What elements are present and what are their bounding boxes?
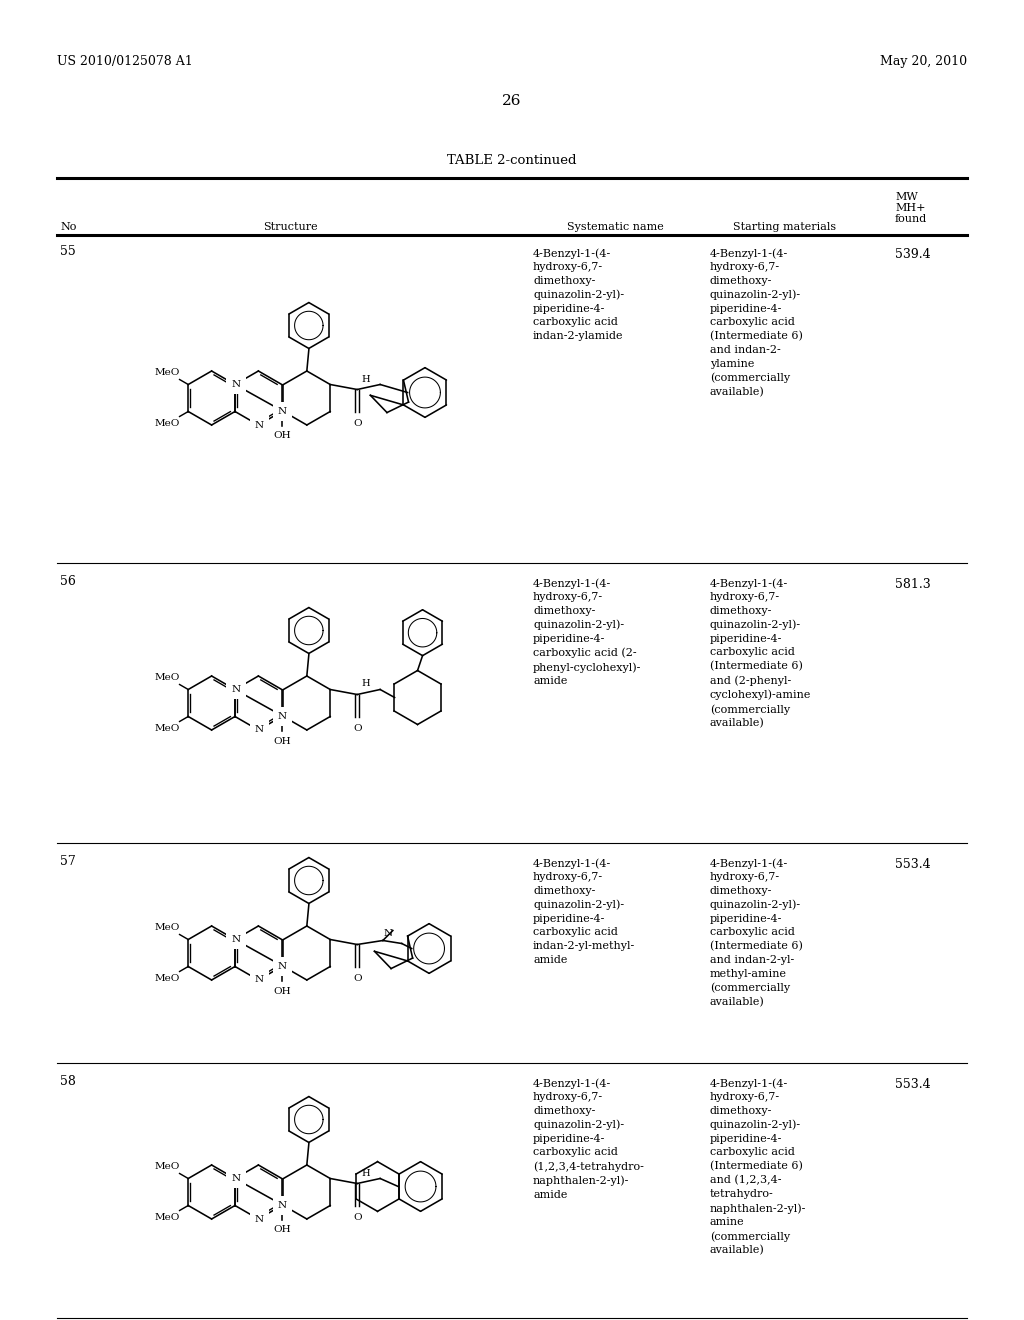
Text: N: N bbox=[278, 962, 287, 972]
Text: 553.4: 553.4 bbox=[895, 858, 931, 871]
Text: TABLE 2-continued: TABLE 2-continued bbox=[447, 153, 577, 166]
Text: Starting materials: Starting materials bbox=[733, 222, 837, 232]
Text: May 20, 2010: May 20, 2010 bbox=[880, 55, 967, 69]
Text: 4-Benzyl-1-(4-
hydroxy-6,7-
dimethoxy-
quinazolin-2-yl)-
piperidine-4-
carboxyli: 4-Benzyl-1-(4- hydroxy-6,7- dimethoxy- q… bbox=[534, 1078, 644, 1200]
Text: US 2010/0125078 A1: US 2010/0125078 A1 bbox=[57, 55, 193, 69]
Text: Systematic name: Systematic name bbox=[566, 222, 664, 232]
Text: MeO: MeO bbox=[155, 723, 180, 733]
Text: 26: 26 bbox=[502, 94, 522, 108]
Text: 4-Benzyl-1-(4-
hydroxy-6,7-
dimethoxy-
quinazolin-2-yl)-
piperidine-4-
carboxyli: 4-Benzyl-1-(4- hydroxy-6,7- dimethoxy- q… bbox=[710, 858, 803, 1007]
Text: O: O bbox=[353, 974, 361, 983]
Text: MeO: MeO bbox=[155, 673, 180, 682]
Text: OH: OH bbox=[273, 432, 291, 441]
Text: N: N bbox=[231, 380, 241, 389]
Text: OH: OH bbox=[273, 737, 291, 746]
Text: H: H bbox=[361, 375, 370, 384]
Text: 4-Benzyl-1-(4-
hydroxy-6,7-
dimethoxy-
quinazolin-2-yl)-
piperidine-4-
carboxyli: 4-Benzyl-1-(4- hydroxy-6,7- dimethoxy- q… bbox=[534, 248, 624, 341]
Text: MeO: MeO bbox=[155, 923, 180, 932]
Text: N: N bbox=[255, 1214, 264, 1224]
Text: N: N bbox=[278, 711, 287, 721]
Text: 56: 56 bbox=[60, 576, 76, 587]
Text: N: N bbox=[278, 407, 287, 416]
Text: N: N bbox=[255, 726, 264, 734]
Text: 4-Benzyl-1-(4-
hydroxy-6,7-
dimethoxy-
quinazolin-2-yl)-
piperidine-4-
carboxyli: 4-Benzyl-1-(4- hydroxy-6,7- dimethoxy- q… bbox=[534, 858, 635, 965]
Text: 4-Benzyl-1-(4-
hydroxy-6,7-
dimethoxy-
quinazolin-2-yl)-
piperidine-4-
carboxyli: 4-Benzyl-1-(4- hydroxy-6,7- dimethoxy- q… bbox=[710, 1078, 806, 1255]
Text: 55: 55 bbox=[60, 246, 76, 257]
Text: O: O bbox=[353, 420, 361, 429]
Text: MeO: MeO bbox=[155, 1162, 180, 1171]
Text: N: N bbox=[255, 975, 264, 985]
Text: OH: OH bbox=[273, 1225, 291, 1234]
Text: N: N bbox=[231, 1173, 241, 1183]
Text: No: No bbox=[60, 222, 77, 232]
Text: MeO: MeO bbox=[155, 368, 180, 378]
Text: 553.4: 553.4 bbox=[895, 1078, 931, 1092]
Text: MeO: MeO bbox=[155, 1213, 180, 1222]
Text: Structure: Structure bbox=[263, 222, 317, 232]
Text: N: N bbox=[231, 935, 241, 944]
Text: O: O bbox=[353, 725, 361, 734]
Text: found: found bbox=[895, 214, 928, 224]
Text: O: O bbox=[353, 1213, 361, 1222]
Text: 4-Benzyl-1-(4-
hydroxy-6,7-
dimethoxy-
quinazolin-2-yl)-
piperidine-4-
carboxyli: 4-Benzyl-1-(4- hydroxy-6,7- dimethoxy- q… bbox=[710, 248, 803, 397]
Text: 539.4: 539.4 bbox=[895, 248, 931, 261]
Text: MeO: MeO bbox=[155, 974, 180, 983]
Text: H: H bbox=[361, 1168, 370, 1177]
Text: 58: 58 bbox=[60, 1074, 76, 1088]
Text: 4-Benzyl-1-(4-
hydroxy-6,7-
dimethoxy-
quinazolin-2-yl)-
piperidine-4-
carboxyli: 4-Benzyl-1-(4- hydroxy-6,7- dimethoxy- q… bbox=[710, 578, 811, 729]
Text: MeO: MeO bbox=[155, 418, 180, 428]
Text: N: N bbox=[278, 1201, 287, 1210]
Text: N: N bbox=[384, 929, 393, 939]
Text: MW: MW bbox=[895, 191, 918, 202]
Text: MH+: MH+ bbox=[895, 203, 926, 213]
Text: 4-Benzyl-1-(4-
hydroxy-6,7-
dimethoxy-
quinazolin-2-yl)-
piperidine-4-
carboxyli: 4-Benzyl-1-(4- hydroxy-6,7- dimethoxy- q… bbox=[534, 578, 641, 686]
Text: 57: 57 bbox=[60, 855, 76, 869]
Text: H: H bbox=[361, 680, 370, 689]
Text: N: N bbox=[255, 421, 264, 429]
Text: 581.3: 581.3 bbox=[895, 578, 931, 591]
Text: OH: OH bbox=[273, 986, 291, 995]
Text: N: N bbox=[231, 685, 241, 694]
